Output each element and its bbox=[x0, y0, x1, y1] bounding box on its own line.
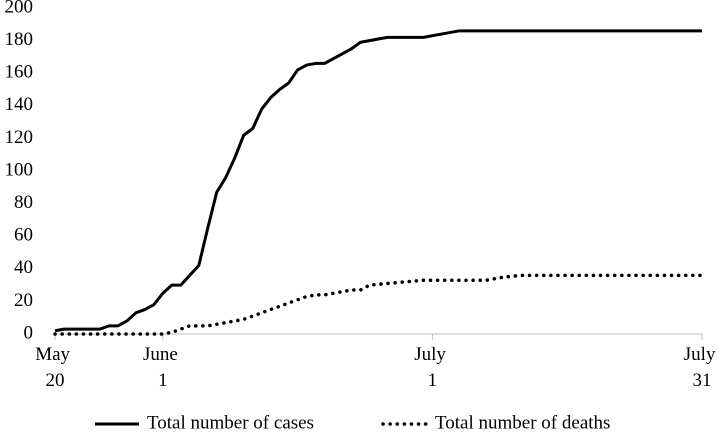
y-tick-label: 80 bbox=[14, 192, 33, 213]
y-tick-label: 200 bbox=[5, 0, 34, 17]
x-tick-label: June 1 bbox=[143, 344, 183, 391]
y-tick-label: 0 bbox=[24, 322, 34, 343]
y-tick-label: 100 bbox=[5, 159, 34, 180]
series-line bbox=[54, 29, 702, 333]
y-tick-label: 20 bbox=[14, 290, 33, 311]
y-tick-label: 40 bbox=[14, 257, 33, 278]
y-tick-label: 180 bbox=[5, 29, 34, 50]
y-tick-label: 140 bbox=[5, 94, 34, 115]
y-tick-label: 60 bbox=[14, 225, 33, 246]
x-tick-label: July 31 bbox=[684, 344, 720, 391]
y-tick-label: 120 bbox=[5, 127, 34, 148]
x-tick-label: May 20 bbox=[35, 344, 75, 391]
series-line bbox=[53, 273, 704, 336]
legend-label: Total number of deaths bbox=[435, 412, 610, 433]
y-tick-label: 160 bbox=[5, 62, 34, 83]
legend-label: Total number of cases bbox=[147, 412, 314, 433]
x-tick-label: July 1 bbox=[414, 344, 450, 391]
